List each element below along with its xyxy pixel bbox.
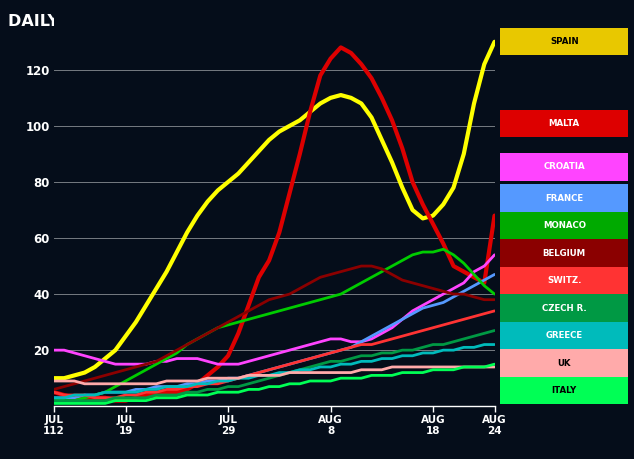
Text: MALTA: MALTA — [548, 119, 580, 128]
Text: ITALY: ITALY — [552, 386, 577, 395]
FancyBboxPatch shape — [500, 349, 628, 377]
Text: DAILY CORONAVIRUS CASES PER 1MILLION PEOPLE: DAILY CORONAVIRUS CASES PER 1MILLION PEO… — [8, 14, 467, 28]
FancyBboxPatch shape — [500, 153, 628, 180]
Text: GREECE: GREECE — [546, 331, 583, 340]
FancyBboxPatch shape — [500, 267, 628, 294]
Text: CZECH R.: CZECH R. — [542, 303, 586, 313]
Text: SWITZ.: SWITZ. — [547, 276, 581, 285]
FancyBboxPatch shape — [500, 212, 628, 240]
FancyBboxPatch shape — [500, 28, 628, 55]
Text: SPAIN: SPAIN — [550, 37, 579, 46]
FancyBboxPatch shape — [500, 110, 628, 137]
Text: UK: UK — [557, 358, 571, 368]
FancyBboxPatch shape — [500, 294, 628, 322]
Text: FRANCE: FRANCE — [545, 194, 583, 203]
FancyBboxPatch shape — [500, 185, 628, 212]
FancyBboxPatch shape — [500, 377, 628, 404]
Text: CROATIA: CROATIA — [543, 162, 585, 171]
Text: MONACO: MONACO — [543, 221, 586, 230]
FancyBboxPatch shape — [500, 240, 628, 267]
FancyBboxPatch shape — [500, 322, 628, 349]
Text: BELGIUM: BELGIUM — [543, 249, 586, 257]
